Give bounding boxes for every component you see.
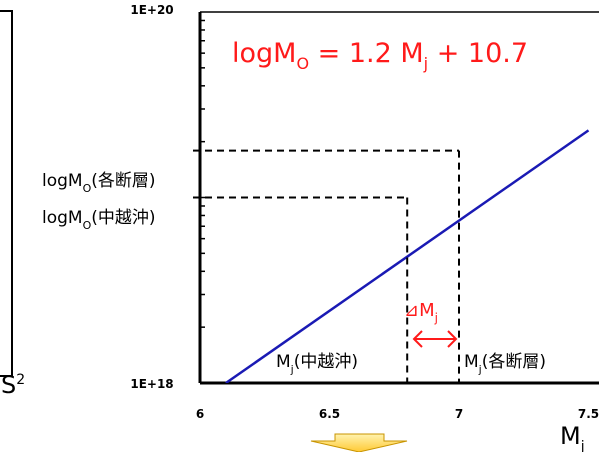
y-ref-label-chuetsu: logMO(中越沖) — [42, 208, 156, 232]
x-ref-label-faults: Mj(各断層) — [464, 352, 546, 376]
down-arrow — [310, 433, 408, 452]
x-tick-label: 6 — [196, 407, 204, 421]
left-fragment-label: S2 — [1, 371, 25, 399]
x-tick-labels: 6 6.5 7 7.5 — [196, 407, 599, 421]
equation-label: logMO = 1.2 Mj + 10.7 — [232, 38, 528, 73]
x-ref-label-chuetsu: Mj(中越沖) — [276, 352, 358, 376]
x-tick-label: 6.5 — [319, 407, 340, 421]
regression-line — [225, 129, 590, 383]
y-ref-label-faults: logMO(各断層) — [42, 171, 156, 195]
y-tick-label-bottom: 1E+18 — [130, 377, 173, 391]
delta-mj-arrow — [412, 330, 458, 348]
y-tick-label-top: 1E+20 — [130, 3, 173, 17]
dashed-guides — [193, 149, 460, 383]
x-tick-label: 7.5 — [578, 407, 599, 421]
left-panel-bracket — [0, 10, 13, 377]
delta-mj-label: ⊿Mj — [404, 300, 438, 325]
x-tick-label: 7 — [455, 407, 463, 421]
x-axis-label: Mj — [560, 422, 585, 452]
